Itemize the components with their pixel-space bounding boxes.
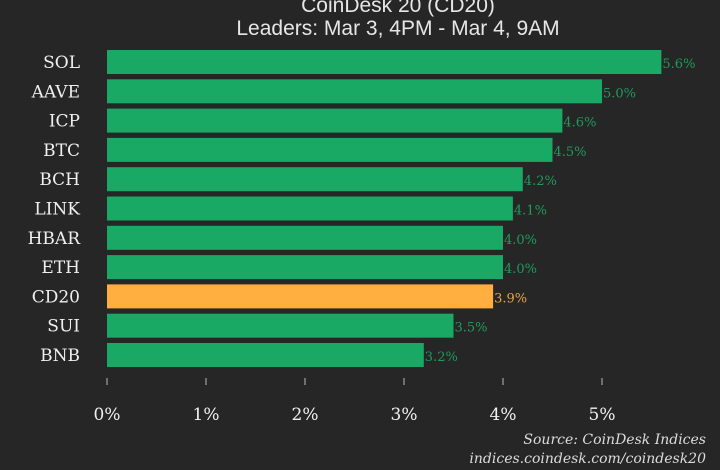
bar-eth [107, 255, 503, 280]
value-label: 4.1% [514, 204, 547, 219]
category-label: ETH [41, 258, 80, 278]
value-label: 3.9% [494, 291, 527, 306]
value-label: 4.5% [554, 145, 587, 160]
category-label: SUI [47, 317, 80, 337]
bar-sui [107, 313, 454, 338]
category-label: CD20 [32, 287, 80, 307]
chart-subtitle: Leaders: Mar 3, 4PM - Mar 4, 9AM [236, 17, 560, 40]
category-label: AAVE [31, 82, 80, 102]
value-label: 4.0% [504, 262, 537, 277]
x-tick-label: 3% [391, 405, 418, 425]
bar-icp [107, 108, 563, 133]
bar-hbar [107, 225, 503, 250]
bar-bch [107, 167, 523, 192]
category-label: BTC [43, 141, 80, 161]
value-label: 4.2% [524, 174, 557, 189]
value-label: 4.0% [504, 233, 537, 248]
value-label: 3.2% [425, 350, 458, 365]
category-label: LINK [34, 200, 80, 220]
x-tick-label: 2% [292, 405, 319, 425]
bar-cd20 [107, 284, 494, 309]
category-label: SOL [43, 53, 80, 73]
value-label: 4.6% [563, 116, 596, 131]
x-tick-label: 5% [589, 405, 616, 425]
category-label: BCH [39, 170, 80, 190]
value-label: 3.5% [455, 321, 488, 336]
category-label: ICP [49, 112, 80, 132]
value-label: 5.6% [662, 57, 695, 72]
chart-title: CoinDesk 20 (CD20) [301, 0, 495, 17]
category-label: BNB [40, 346, 80, 366]
source-label: Source: CoinDesk Indices [523, 432, 706, 448]
value-label: 5.0% [603, 86, 636, 101]
x-tick-label: 4% [490, 405, 517, 425]
bar-bnb [107, 343, 424, 367]
source-url: indices.coindesk.com/coindesk20 [469, 451, 706, 467]
x-tick-label: 1% [193, 405, 220, 425]
bar-sol [107, 50, 662, 74]
category-label: HBAR [28, 229, 82, 249]
bar-link [107, 196, 513, 221]
bar-btc [107, 137, 553, 162]
bar-aave [107, 79, 602, 104]
x-tick-label: 0% [94, 405, 121, 425]
